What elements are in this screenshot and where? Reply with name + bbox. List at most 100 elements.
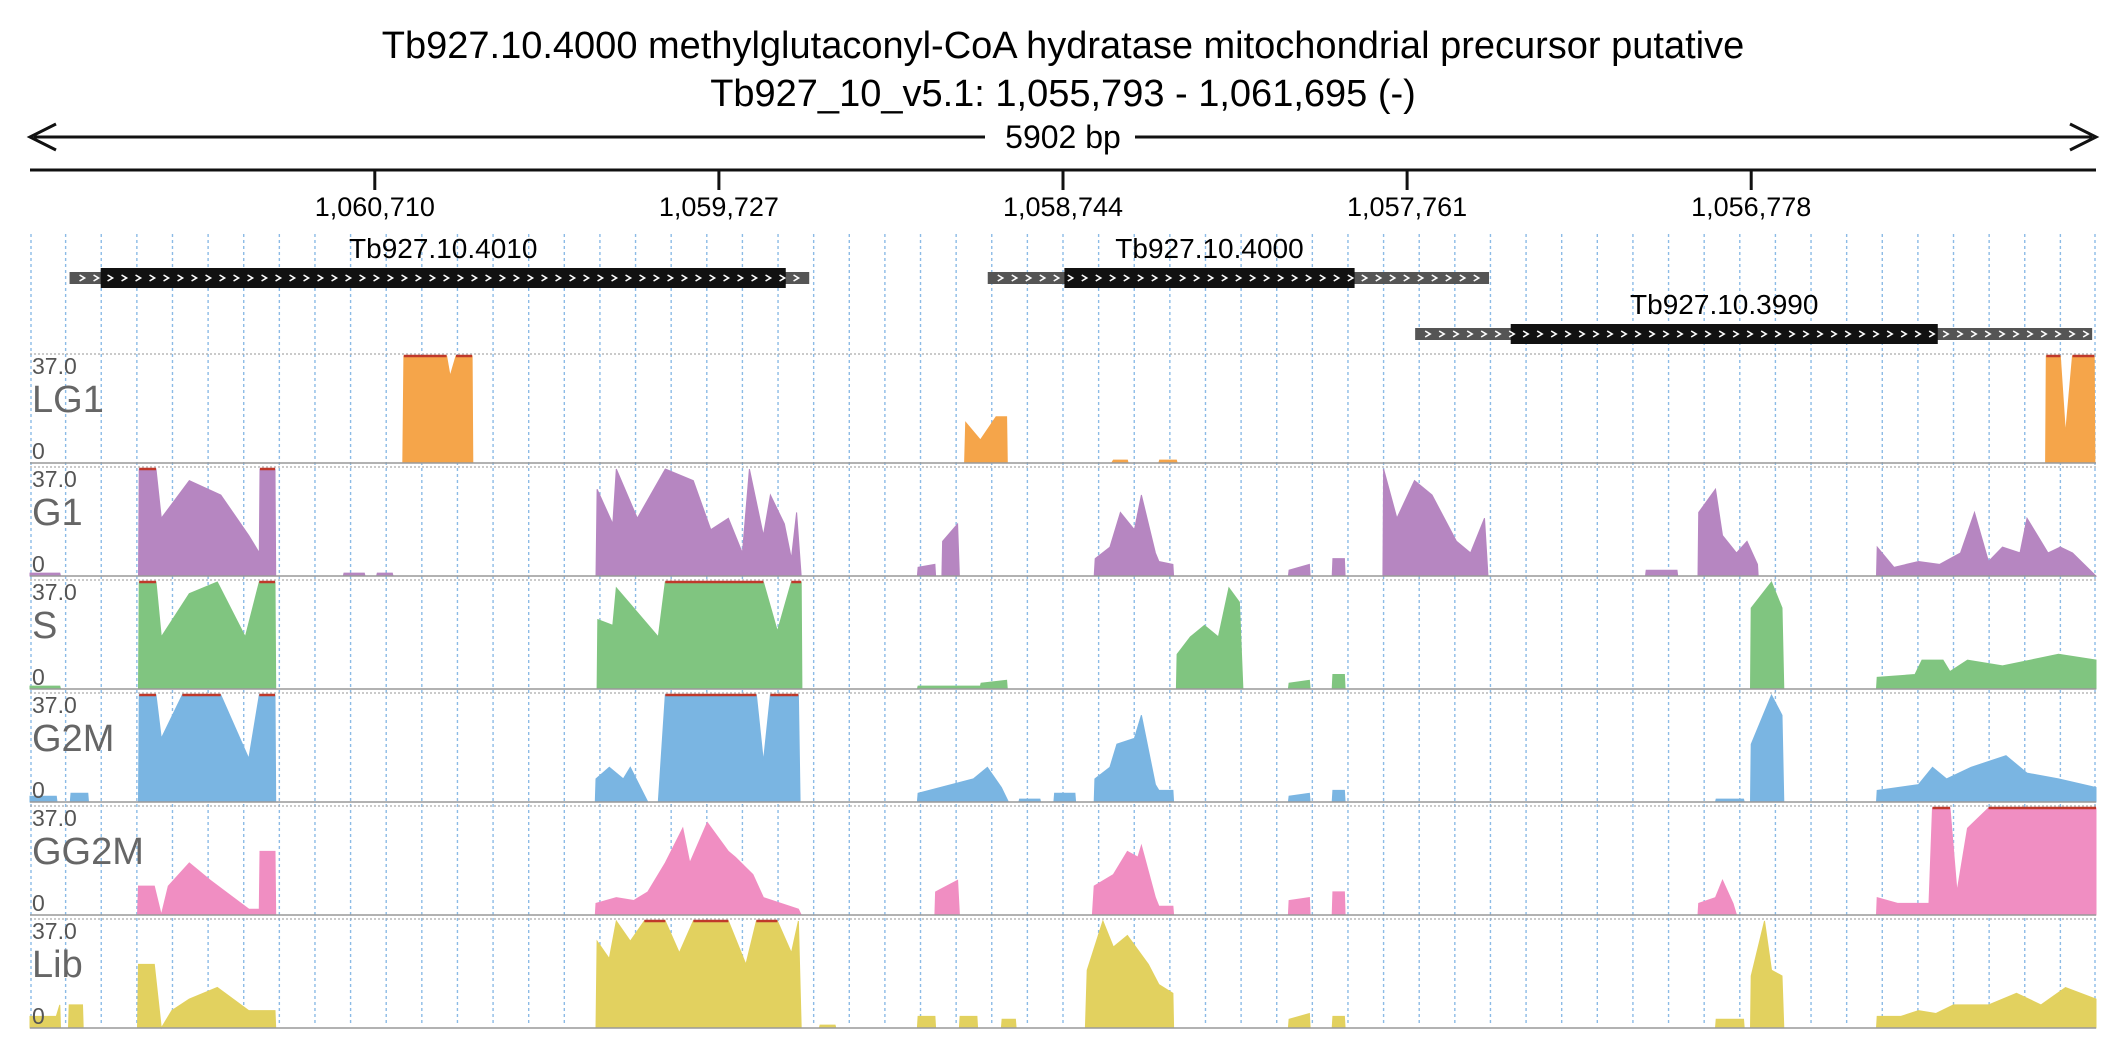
strand-arrow [513,274,521,282]
strand-arrow [1522,330,1530,338]
strand-arrow [233,274,241,282]
strand-arrow [1774,330,1782,338]
strand-arrow [1928,330,1936,338]
strand-arrow [1403,274,1411,282]
strand-arrow [1760,330,1768,338]
strand-arrow [1389,274,1397,282]
strand-arrow [2012,330,2020,338]
strand-arrow [1375,274,1383,282]
y-min-label: 0 [32,438,45,464]
strand-arrow [1970,330,1978,338]
strand-arrow [1480,330,1488,338]
strand-arrow [1942,330,1950,338]
strand-arrow [443,274,451,282]
y-max-label: 37.0 [32,692,77,718]
strand-arrow [1319,274,1327,282]
strand-arrow [457,274,465,282]
coverage-area [29,581,2097,690]
strand-arrow [247,274,255,282]
strand-arrow [653,274,661,282]
strand-arrow [1872,330,1880,338]
strand-arrow [1900,330,1908,338]
strand-arrow [1193,274,1201,282]
strand-arrow [1606,330,1614,338]
strand-arrow [1886,330,1894,338]
gene-model: Tb927.10.4000 [987,233,1490,288]
strand-arrow [107,274,115,282]
coverage-track: 37.0 0 G2M [29,692,2097,803]
track-name-label: GG2M [32,831,144,873]
coverage-track: 37.0 0 Lib [29,918,2097,1030]
strand-arrow [1914,330,1922,338]
strand-arrow [1536,330,1544,338]
coverage-area [30,807,2097,916]
strand-arrow [1151,274,1159,282]
x-tick-label: 1,057,761 [1347,192,1467,222]
span-ruler: 5902 bp [26,119,2100,155]
chart-subtitle: Tb927_10_v5.1: 1,055,793 - 1,061,695 (-) [710,73,1416,115]
strand-arrow [219,274,227,282]
strand-arrow [1956,330,1964,338]
strand-arrow [1578,330,1586,338]
track-name-label: LG1 [32,379,104,421]
strand-arrow [611,274,619,282]
coverage-area [30,355,2096,464]
coverage-track: 37.0 0 G1 [29,466,2098,577]
strand-arrow [1564,330,1572,338]
chart-title: Tb927.10.4000 methylglutaconyl-CoA hydra… [382,25,1744,67]
strand-arrow [1025,274,1033,282]
strand-arrow [1165,274,1173,282]
strand-arrow [1816,330,1824,338]
strand-arrow [793,274,801,282]
strand-arrow [2068,330,2076,338]
strand-arrow [275,274,283,282]
strand-arrow [1235,274,1243,282]
strand-arrow [1704,330,1712,338]
strand-arrow [583,274,591,282]
strand-arrow [1081,274,1089,282]
gene-models: Tb927.10.4010 Tb927.10.4000 Tb927.10.3990 [69,233,2093,344]
strand-arrow [191,274,199,282]
x-tick-label: 1,056,778 [1691,192,1811,222]
strand-arrow [1438,330,1446,338]
strand-arrow [1123,274,1131,282]
strand-arrow [541,274,549,282]
strand-arrow [499,274,507,282]
coverage-track: 37.0 0 LG1 [30,353,2096,464]
x-tick-label: 1,059,727 [659,192,779,222]
coverage-area [29,468,2098,577]
y-min-label: 0 [32,890,45,916]
strand-arrow [1620,330,1628,338]
strand-arrow [261,274,269,282]
strand-arrow [1431,274,1439,282]
span-arrow-left-head [26,122,57,152]
strand-arrow [779,274,787,282]
strand-arrow [331,274,339,282]
strand-arrow [1998,330,2006,338]
strand-arrow [1550,330,1558,338]
span-arrow-right-head [2069,122,2100,152]
y-max-label: 37.0 [32,353,77,379]
strand-arrow [1277,274,1285,282]
y-min-label: 0 [32,551,45,577]
strand-arrow [1830,330,1838,338]
strand-arrow [359,274,367,282]
strand-arrow [1221,274,1229,282]
strand-arrow [709,274,717,282]
strand-arrow [737,274,745,282]
strand-arrow [1788,330,1796,338]
strand-arrow [1039,274,1047,282]
strand-arrow [303,274,311,282]
strand-arrow [93,274,101,282]
strand-arrow [569,274,577,282]
strand-arrow [1648,330,1656,338]
y-max-label: 37.0 [32,918,77,944]
strand-arrow [485,274,493,282]
strand-arrow [597,274,605,282]
strand-arrow [723,274,731,282]
strand-arrow [1053,274,1061,282]
strand-arrow [1473,274,1481,282]
strand-arrow [625,274,633,282]
strand-arrow [1249,274,1257,282]
